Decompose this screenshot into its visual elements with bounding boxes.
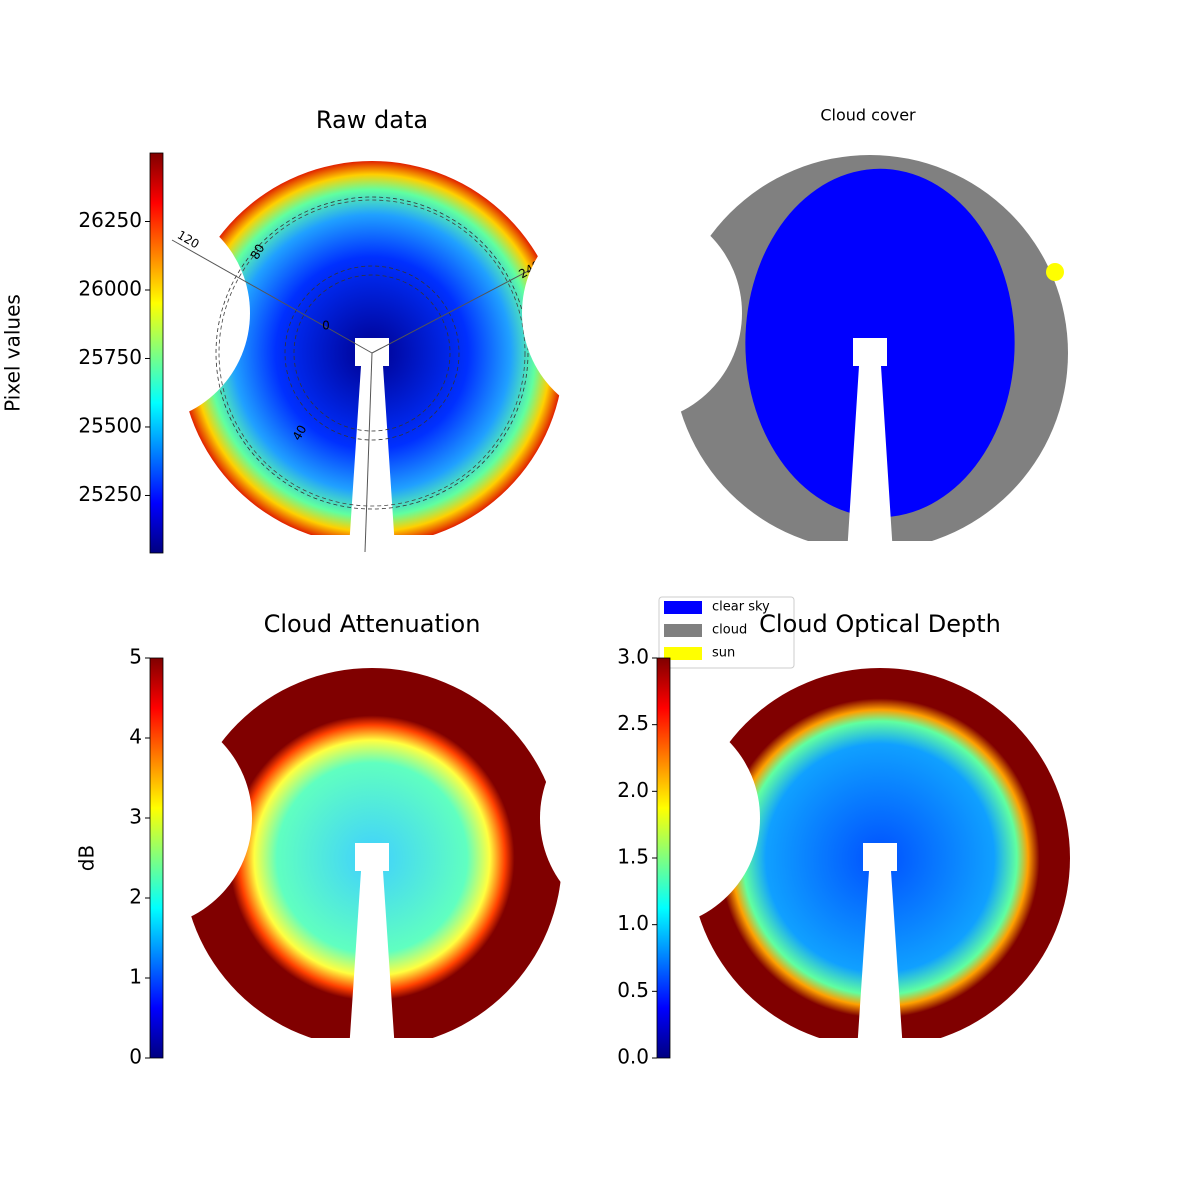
polar-spoke: [364, 352, 373, 553]
colorbar-tick-label: 2.5: [617, 711, 649, 735]
image-mask: [32, 708, 252, 928]
colorbar: [149, 152, 164, 554]
mast: [847, 338, 893, 554]
legend-label: sun: [712, 646, 735, 661]
colorbar-tick-label: 25750: [78, 345, 142, 369]
colorbar-tick-label: 3: [129, 805, 142, 829]
legend-label: clear sky: [712, 600, 770, 615]
image-mask: [30, 203, 250, 423]
colorbar-tick-label: 4: [129, 725, 142, 749]
colorbar-tick-label: 1.5: [617, 845, 649, 869]
mast: [349, 338, 395, 548]
polar-grid: [218, 199, 526, 507]
legend-swatch: [664, 601, 702, 614]
panel: Raw data12080240040252502550025750260002…: [1, 106, 573, 555]
colorbar-tick-label: 0.0: [617, 1045, 649, 1069]
panel-title: Cloud Optical Depth: [759, 610, 1001, 638]
mast: [857, 843, 903, 1051]
polar-grid: [215, 196, 529, 510]
panel-title: Cloud cover: [820, 106, 916, 125]
image-mask: [522, 203, 742, 423]
legend: clear sky cloud sun: [658, 596, 795, 669]
polar-label: 0: [322, 319, 330, 333]
panel: Cloud Attenuation 0 1 2 3 4 5 dB: [32, 610, 567, 1069]
image-mask: [540, 708, 760, 928]
polar-spoke: [171, 239, 373, 354]
colorbar-tick-label: 0: [129, 1045, 142, 1069]
legend-swatch: [664, 624, 702, 637]
colorbar-tick-label: 0.5: [617, 978, 649, 1002]
colorbar-tick-label: 1.0: [617, 911, 649, 935]
panel-title: Raw data: [316, 106, 428, 134]
panel-title: Cloud Attenuation: [264, 610, 481, 638]
colorbar-tick-label: 3.0: [617, 645, 649, 669]
legend-label: cloud: [712, 623, 747, 638]
colorbar-tick-label: 5: [129, 645, 142, 669]
legend-swatch: [664, 647, 702, 660]
colorbar-tick-label: 25250: [78, 482, 142, 506]
colorbar: [149, 657, 164, 1059]
colorbar-tick-label: 2: [129, 885, 142, 909]
polar-label: 80: [248, 242, 268, 262]
polar-grid: [284, 265, 460, 441]
colorbar: [656, 657, 671, 1059]
colorbar-tick-label: 1: [129, 965, 142, 989]
sun-marker: [1046, 263, 1064, 281]
polar-grid: [293, 274, 451, 432]
colorbar-label: Pixel values: [1, 294, 25, 412]
colorbar-tick-label: 26000: [78, 276, 142, 300]
mast: [349, 843, 395, 1051]
colorbar-tick-label: 26250: [78, 208, 142, 232]
colorbar-label: dB: [75, 845, 99, 871]
polar-label: 40: [290, 423, 310, 443]
panel: Cloud Optical Depth 0.0 0.5 1.0 1.5 2.0 2.5 3.0: [540, 610, 1075, 1069]
panel: Cloud cover: [522, 106, 1073, 561]
colorbar-tick-label: 25500: [78, 413, 142, 437]
colorbar-tick-label: 2.0: [617, 778, 649, 802]
